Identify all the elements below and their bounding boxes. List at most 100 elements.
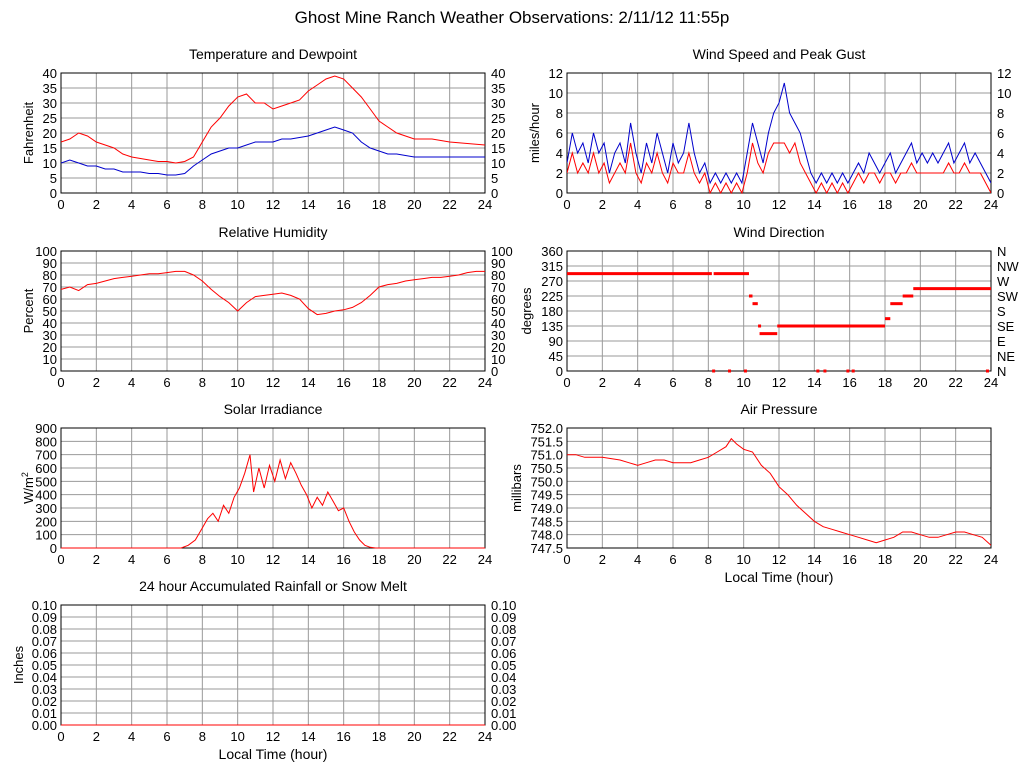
- y-axis-label: Fahrenheit: [21, 102, 36, 165]
- x-tick-label: 8: [705, 197, 712, 212]
- y-tick-label: 90: [549, 334, 563, 349]
- y-tick-label: 60: [43, 292, 57, 307]
- y-tick-label: 20: [43, 126, 57, 141]
- y-tick-label: 80: [43, 268, 57, 283]
- direction-point: [985, 369, 989, 373]
- plot-frame: [566, 72, 992, 194]
- y-tick-label: 10: [549, 86, 563, 101]
- x-tick-label: 16: [842, 375, 856, 390]
- y-tick-label: 25: [43, 111, 57, 126]
- x-tick-label: 22: [948, 197, 962, 212]
- x-tick-label: 24: [478, 729, 492, 744]
- x-tick-label: 0: [563, 197, 570, 212]
- right-tick-label: 90: [491, 256, 505, 271]
- y-tick-label: 751.5: [530, 434, 563, 449]
- y-tick-label: 200: [35, 514, 57, 529]
- y-tick-label: 50: [43, 304, 57, 319]
- x-tick-label: 14: [301, 375, 315, 390]
- plot-frame: [566, 250, 992, 372]
- x-tick-label: 8: [705, 552, 712, 567]
- x-tick-label: 14: [301, 197, 315, 212]
- y-tick-label: 360: [541, 244, 563, 259]
- y-tick-label: 800: [35, 434, 57, 449]
- right-tick-label: NE: [997, 349, 1015, 364]
- right-tick-label: S: [997, 304, 1006, 319]
- right-tick-label: 8: [997, 106, 1004, 121]
- right-tick-label: 0.01: [491, 706, 516, 721]
- right-tick-label: 30: [491, 96, 505, 111]
- right-tick-label: 10: [491, 352, 505, 367]
- y-tick-label: 30: [43, 96, 57, 111]
- y-axis-label: Inches: [11, 645, 26, 684]
- x-tick-label: 18: [372, 552, 386, 567]
- right-tick-label: 10: [997, 86, 1011, 101]
- y-tick-label: 5: [50, 171, 57, 186]
- x-tick-label: 10: [230, 729, 244, 744]
- chart-title: Temperature and Dewpoint: [189, 46, 357, 62]
- y-tick-label: 752.0: [530, 421, 563, 436]
- x-tick-label: 8: [199, 552, 206, 567]
- right-tick-label: N: [997, 244, 1006, 259]
- right-tick-label: 0.06: [491, 646, 516, 661]
- series-line-0: [61, 454, 485, 549]
- x-tick-label: 18: [878, 197, 892, 212]
- right-tick-label: N: [997, 364, 1006, 379]
- y-tick-label: 100: [35, 528, 57, 543]
- x-tick-label: 4: [634, 197, 641, 212]
- x-tick-label: 6: [163, 197, 170, 212]
- chart-title: Wind Direction: [733, 224, 824, 240]
- x-tick-label: 20: [407, 375, 421, 390]
- right-tick-label: 0.08: [491, 622, 516, 637]
- y-axis-label: Percent: [21, 288, 36, 333]
- y-axis-label: W/m2: [20, 472, 36, 504]
- right-tick-label: SE: [997, 319, 1015, 334]
- x-tick-label: 16: [842, 552, 856, 567]
- x-tick-label: 8: [199, 375, 206, 390]
- y-tick-label: 270: [541, 274, 563, 289]
- right-tick-label: 20: [491, 340, 505, 355]
- x-tick-label: 2: [93, 729, 100, 744]
- x-tick-label: 6: [669, 375, 676, 390]
- series-line-1: [61, 126, 485, 176]
- right-tick-label: 50: [491, 304, 505, 319]
- x-tick-label: 4: [128, 729, 135, 744]
- x-tick-label: 12: [772, 552, 786, 567]
- direction-point: [851, 369, 855, 373]
- direction-point: [712, 369, 716, 373]
- chart-title: Relative Humidity: [219, 224, 328, 240]
- x-tick-label: 4: [128, 552, 135, 567]
- x-tick-label: 22: [442, 375, 456, 390]
- chart-title: Solar Irradiance: [224, 401, 323, 417]
- x-tick-label: 18: [878, 375, 892, 390]
- right-tick-label: 0.04: [491, 670, 516, 685]
- x-tick-label: 4: [634, 552, 641, 567]
- plot-frame: [60, 72, 486, 194]
- x-tick-label: 24: [984, 552, 998, 567]
- direction-point: [728, 369, 732, 373]
- x-tick-label: 2: [93, 197, 100, 212]
- y-tick-label: 0: [50, 186, 57, 201]
- y-tick-label: 180: [541, 304, 563, 319]
- x-tick-label: 8: [199, 729, 206, 744]
- y-tick-label: 135: [541, 319, 563, 334]
- x-tick-label: 12: [772, 375, 786, 390]
- chart-rain: 24 hour Accumulated Rainfall or Snow Mel…: [11, 578, 516, 762]
- right-tick-label: 0.03: [491, 682, 516, 697]
- y-tick-label: 12: [549, 66, 563, 81]
- y-tick-label: 0.09: [32, 610, 57, 625]
- x-tick-label: 6: [163, 729, 170, 744]
- x-tick-label: 20: [407, 197, 421, 212]
- x-tick-label: 2: [93, 375, 100, 390]
- y-tick-label: 90: [43, 256, 57, 271]
- y-axis-label: millibars: [509, 464, 524, 512]
- right-tick-label: 0.02: [491, 694, 516, 709]
- page-title: Ghost Mine Ranch Weather Observations: 2…: [294, 8, 730, 27]
- right-tick-label: 2: [997, 166, 1004, 181]
- x-tick-label: 22: [442, 729, 456, 744]
- right-tick-label: 6: [997, 126, 1004, 141]
- x-tick-label: 12: [266, 729, 280, 744]
- right-tick-label: E: [997, 334, 1006, 349]
- y-tick-label: 748.5: [530, 514, 563, 529]
- x-tick-label: 8: [705, 375, 712, 390]
